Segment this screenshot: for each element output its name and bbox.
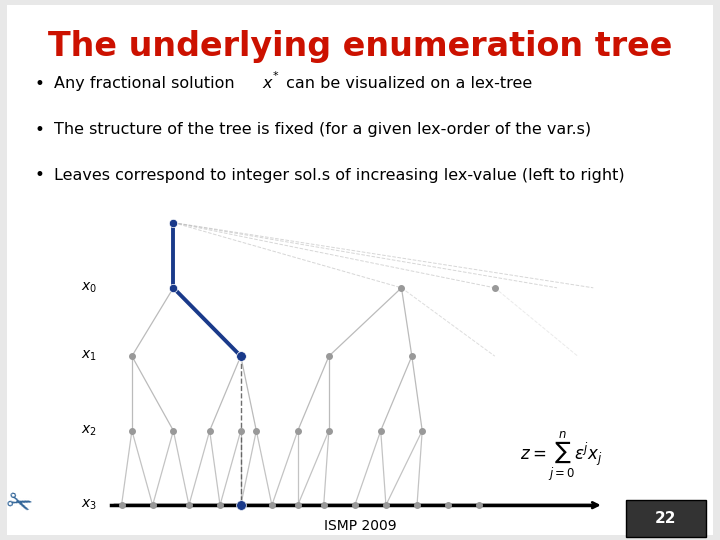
Text: ✂: ✂ xyxy=(1,487,35,523)
Text: $x_3$: $x_3$ xyxy=(81,498,97,512)
Text: •: • xyxy=(35,166,45,185)
Text: x: x xyxy=(263,76,272,91)
FancyBboxPatch shape xyxy=(7,5,713,535)
Text: Leaves correspond to integer sol.s of increasing lex-value (left to right): Leaves correspond to integer sol.s of in… xyxy=(54,168,625,183)
Text: $x_2$: $x_2$ xyxy=(81,423,97,438)
Text: $x_1$: $x_1$ xyxy=(81,349,97,363)
Text: can be visualized on a lex-tree: can be visualized on a lex-tree xyxy=(281,76,532,91)
Text: 22: 22 xyxy=(655,511,677,526)
Text: $x_0$: $x_0$ xyxy=(81,281,97,295)
Text: *: * xyxy=(273,71,279,81)
FancyBboxPatch shape xyxy=(626,500,706,537)
Text: •: • xyxy=(35,120,45,139)
Text: •: • xyxy=(35,75,45,93)
Text: The structure of the tree is fixed (for a given lex-order of the var.s): The structure of the tree is fixed (for … xyxy=(54,122,591,137)
Text: $z = \sum_{j=0}^{n} \epsilon^j x_j$: $z = \sum_{j=0}^{n} \epsilon^j x_j$ xyxy=(521,430,603,483)
Text: Any fractional solution: Any fractional solution xyxy=(54,76,240,91)
Text: ISMP 2009: ISMP 2009 xyxy=(324,519,396,534)
Text: The underlying enumeration tree: The underlying enumeration tree xyxy=(48,30,672,63)
